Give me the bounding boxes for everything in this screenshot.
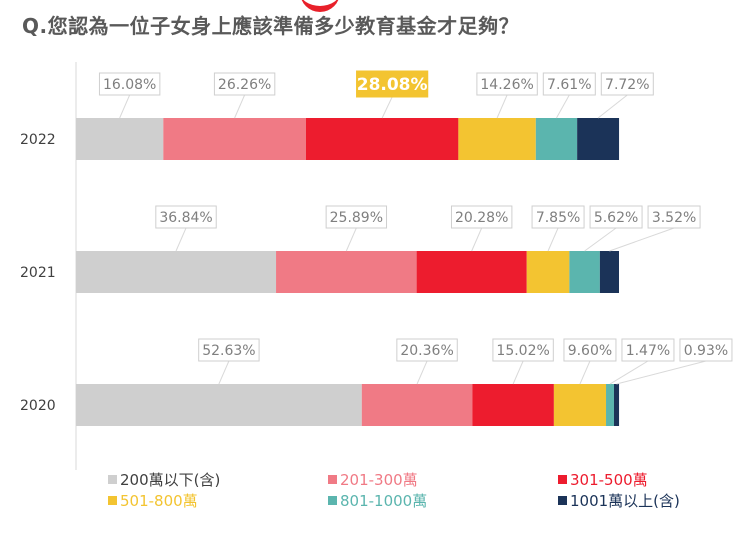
data-label-box — [600, 72, 654, 96]
bar-segment — [599, 251, 619, 293]
y-tick-label: 2021 — [20, 265, 56, 281]
legend-label: 1001萬以上(含) — [570, 492, 680, 510]
data-label: 0.93% — [684, 343, 728, 359]
data-label: 1.47% — [626, 343, 670, 359]
data-label-box — [198, 338, 260, 362]
bar-segment — [163, 118, 306, 160]
y-tick-label: 2020 — [20, 398, 56, 414]
label-leader-line — [584, 227, 617, 252]
legend-label: 501-800萬 — [120, 492, 198, 510]
data-label-box — [155, 205, 217, 229]
bar-segment — [416, 251, 527, 293]
label-leader-line — [609, 360, 649, 385]
data-label-box — [492, 338, 554, 362]
label-leader-line — [556, 94, 570, 119]
data-label-box — [531, 205, 585, 229]
bar-segment — [535, 118, 578, 160]
label-leader-line — [119, 94, 131, 119]
data-label: 52.63% — [202, 343, 255, 359]
bar-segment — [458, 118, 536, 160]
bar-segment — [76, 384, 362, 426]
data-label: 7.72% — [605, 77, 649, 93]
data-label-box — [396, 338, 458, 362]
label-leader-line — [234, 94, 246, 119]
bar-segment — [361, 384, 473, 426]
label-leader-line — [218, 360, 230, 385]
data-label: 36.84% — [159, 210, 212, 226]
chart-title: Q.您認為一位子女身上應該準備多少教育基金才足夠？ — [22, 14, 520, 38]
legend-label: 200萬以下(含) — [120, 471, 220, 489]
bar-segment — [526, 251, 570, 293]
data-label-box — [589, 205, 643, 229]
data-label-box — [356, 70, 429, 98]
data-label-box — [213, 72, 276, 96]
data-label: 25.89% — [330, 210, 383, 226]
label-leader-line — [496, 94, 508, 119]
data-label: 5.62% — [594, 210, 638, 226]
label-leader-line — [547, 227, 559, 252]
data-label: 16.08% — [103, 77, 156, 93]
data-label-box — [621, 338, 675, 362]
label-leader-line — [579, 360, 591, 385]
bar-segment — [76, 251, 277, 293]
data-label: 14.26% — [480, 77, 533, 93]
y-tick-label: 2022 — [20, 132, 56, 148]
title-decoration — [300, 0, 340, 12]
data-label: 9.60% — [568, 343, 612, 359]
legend-swatch — [558, 475, 567, 484]
bar-segment — [614, 384, 620, 426]
data-label-box — [679, 338, 733, 362]
label-leader-line — [416, 360, 428, 385]
bar-segment — [553, 384, 607, 426]
data-label: 15.02% — [496, 343, 549, 359]
data-label-box — [476, 72, 538, 96]
legend-label: 301-500萬 — [570, 471, 648, 489]
data-label-box — [542, 72, 596, 96]
data-label-box — [325, 205, 388, 229]
data-label-box — [647, 205, 701, 229]
data-label: 7.85% — [536, 210, 580, 226]
bar-segment — [472, 384, 554, 426]
data-label: 3.52% — [652, 210, 696, 226]
data-label: 20.36% — [400, 343, 453, 359]
bar-segment — [276, 251, 417, 293]
data-label: 20.28% — [455, 210, 508, 226]
data-label-box — [98, 72, 161, 96]
label-leader-line — [512, 360, 524, 385]
legend-swatch — [328, 496, 337, 505]
legend-label: 201-300萬 — [340, 471, 418, 489]
bar-segment — [305, 118, 459, 160]
data-label: 28.08% — [357, 75, 428, 95]
data-label-box — [563, 338, 617, 362]
label-leader-line — [345, 227, 357, 252]
label-leader-line — [609, 227, 675, 252]
legend-swatch — [328, 475, 337, 484]
data-label-box — [450, 205, 513, 229]
bar-segment — [569, 251, 600, 293]
label-leader-line — [597, 94, 628, 119]
legend-swatch — [558, 496, 567, 505]
legend-label: 801-1000萬 — [340, 492, 427, 510]
bar-segment — [76, 118, 164, 160]
legend-swatch — [108, 496, 117, 505]
label-leader-line — [616, 360, 707, 385]
label-leader-line — [471, 227, 483, 252]
data-label: 26.26% — [218, 77, 271, 93]
data-label: 7.61% — [547, 77, 591, 93]
legend-swatch — [108, 475, 117, 484]
bar-segment — [606, 384, 615, 426]
label-leader-line — [175, 227, 187, 252]
label-leader-line — [381, 96, 393, 119]
bar-segment — [577, 118, 620, 160]
